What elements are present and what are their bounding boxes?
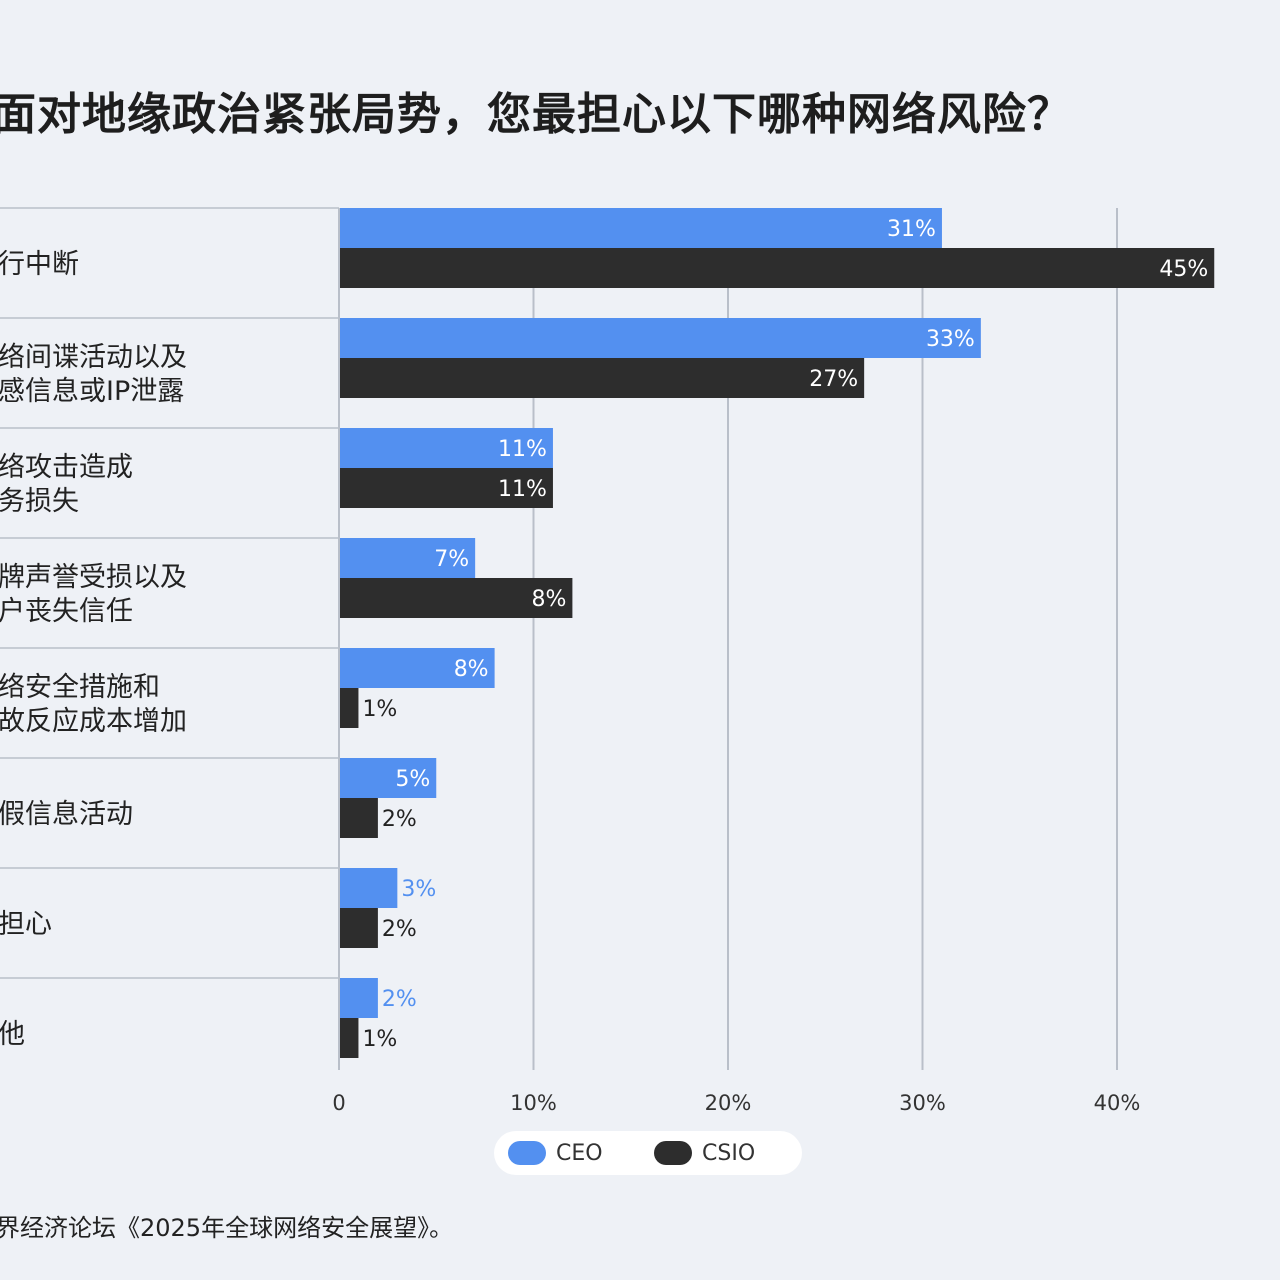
category-label-0: 行中断 — [0, 249, 79, 280]
bar-csio-6 — [339, 908, 378, 948]
data-label-ceo-5: 5% — [395, 767, 430, 792]
data-label-ceo-0: 31% — [887, 217, 936, 242]
legend-label-csio: CSIO — [702, 1140, 756, 1166]
data-label-csio-1: 27% — [809, 367, 858, 392]
data-label-ceo-1: 33% — [926, 327, 975, 352]
tick-label-30: 30% — [899, 1091, 946, 1115]
legend: CEO CSIO — [494, 1131, 802, 1175]
bar-csio-4 — [339, 688, 359, 728]
category-label-4: 故反应成本增加 — [0, 706, 187, 737]
category-label-3: 户丧失信任 — [0, 596, 133, 627]
tick-label-0: 0 — [332, 1091, 345, 1115]
legend-label-ceo: CEO — [556, 1140, 603, 1166]
source-note: 界经济论坛《2025年全球网络安全展望》。 — [0, 1214, 454, 1242]
data-label-csio-5: 2% — [382, 807, 417, 832]
category-label-6: 担心 — [0, 909, 52, 940]
bar-ceo-6 — [339, 868, 398, 908]
bar-ceo-5 — [339, 758, 437, 798]
legend-swatch-csio — [654, 1141, 692, 1165]
category-label-2: 络攻击造成 — [0, 452, 133, 483]
category-label-5: 假信息活动 — [0, 799, 133, 830]
bar-csio-7 — [339, 1018, 359, 1058]
category-label-3: 牌声誉受损以及 — [0, 562, 187, 593]
category-label-1: 感信息或IP泄露 — [0, 376, 184, 407]
data-label-ceo-4: 8% — [454, 657, 489, 682]
bar-ceo-0 — [339, 208, 942, 248]
data-label-csio-7: 1% — [362, 1027, 397, 1052]
bar-csio-1 — [339, 358, 865, 398]
legend-item-ceo[interactable]: CEO — [508, 1131, 603, 1175]
data-label-csio-4: 1% — [362, 697, 397, 722]
bar-ceo-4 — [339, 648, 495, 688]
category-label-2: 务损失 — [0, 486, 79, 517]
data-label-csio-6: 2% — [382, 917, 417, 942]
bar-ceo-1 — [339, 318, 981, 358]
data-label-csio-3: 8% — [531, 587, 566, 612]
bar-csio-5 — [339, 798, 378, 838]
category-label-4: 络安全措施和 — [0, 672, 160, 703]
data-label-ceo-6: 3% — [401, 877, 436, 902]
data-label-csio-2: 11% — [498, 477, 547, 502]
tick-label-20: 20% — [705, 1091, 752, 1115]
legend-item-csio[interactable]: CSIO — [654, 1131, 755, 1175]
tick-label-40: 40% — [1094, 1091, 1141, 1115]
bar-ceo-3 — [339, 538, 476, 578]
category-label-7: 他 — [0, 1019, 25, 1050]
bar-csio-2 — [339, 468, 553, 508]
bar-ceo-2 — [339, 428, 553, 468]
data-label-ceo-3: 7% — [434, 547, 469, 572]
data-label-csio-0: 45% — [1159, 257, 1208, 282]
category-label-1: 络间谍活动以及 — [0, 342, 187, 373]
bar-csio-3 — [339, 578, 573, 618]
bar-csio-0 — [339, 248, 1215, 288]
tick-label-10: 10% — [510, 1091, 557, 1115]
bar-ceo-7 — [339, 978, 378, 1018]
data-label-ceo-7: 2% — [382, 987, 417, 1012]
chart-title: 面对地缘政治紧张局势，您最担心以下哪种网络风险？ — [0, 89, 1072, 140]
data-label-ceo-2: 11% — [498, 437, 547, 462]
legend-swatch-ceo — [508, 1141, 546, 1165]
